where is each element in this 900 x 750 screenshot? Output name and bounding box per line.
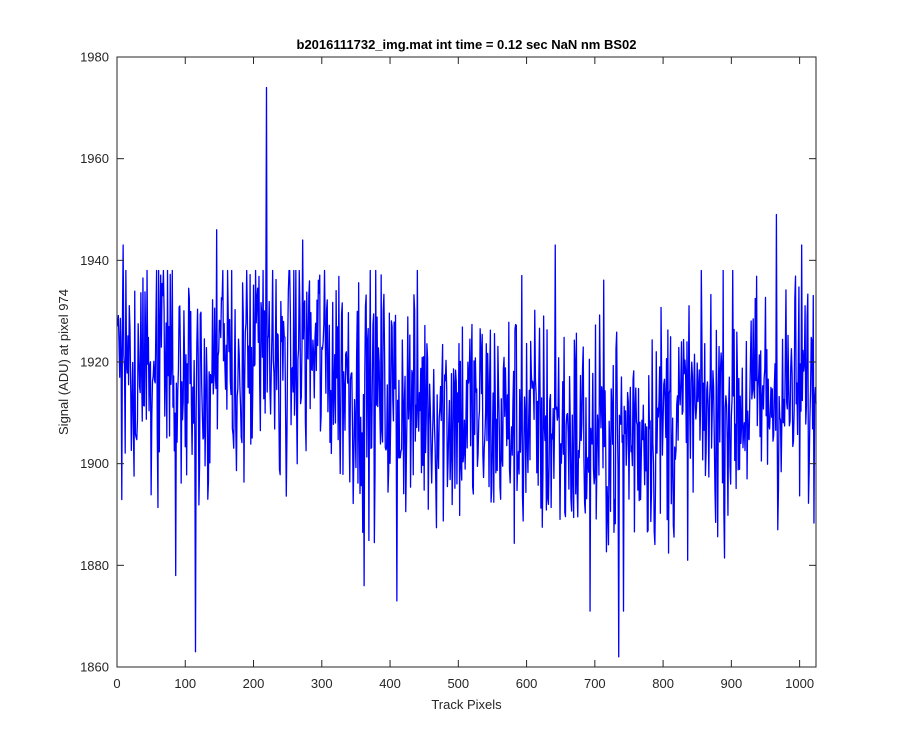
- x-tick-label: 700: [584, 676, 606, 691]
- y-tick-label: 1900: [80, 456, 109, 471]
- x-axis-label: Track Pixels: [431, 697, 502, 712]
- plot-area: [117, 57, 816, 667]
- x-tick-label: 400: [379, 676, 401, 691]
- y-tick-label: 1920: [80, 355, 109, 370]
- chart-title: b2016111732_img.mat int time = 0.12 sec …: [297, 37, 637, 52]
- y-axis: 1860 1880 1900 1920 1940 1960 1980: [80, 50, 816, 675]
- x-tick-label: 900: [721, 676, 743, 691]
- x-tick-label: 0: [113, 676, 120, 691]
- y-tick-label: 1940: [80, 253, 109, 268]
- y-axis-label: Signal (ADU) at pixel 974: [56, 289, 71, 435]
- y-tick-label: 1880: [80, 558, 109, 573]
- series-layer: [117, 86, 817, 658]
- x-tick-label: 300: [311, 676, 333, 691]
- y-tick-label: 1860: [80, 660, 109, 675]
- x-tick-label: 600: [516, 676, 538, 691]
- x-tick-label: 1000: [785, 676, 814, 691]
- x-tick-label: 800: [652, 676, 674, 691]
- series-line: [117, 86, 817, 658]
- x-tick-label: 200: [243, 676, 265, 691]
- x-axis: 0 100 200 300 400 500 600 700 800 900 1000: [113, 57, 814, 691]
- x-tick-label: 500: [447, 676, 469, 691]
- y-tick-label: 1960: [80, 151, 109, 166]
- y-tick-label: 1980: [80, 50, 109, 65]
- x-tick-label: 100: [174, 676, 196, 691]
